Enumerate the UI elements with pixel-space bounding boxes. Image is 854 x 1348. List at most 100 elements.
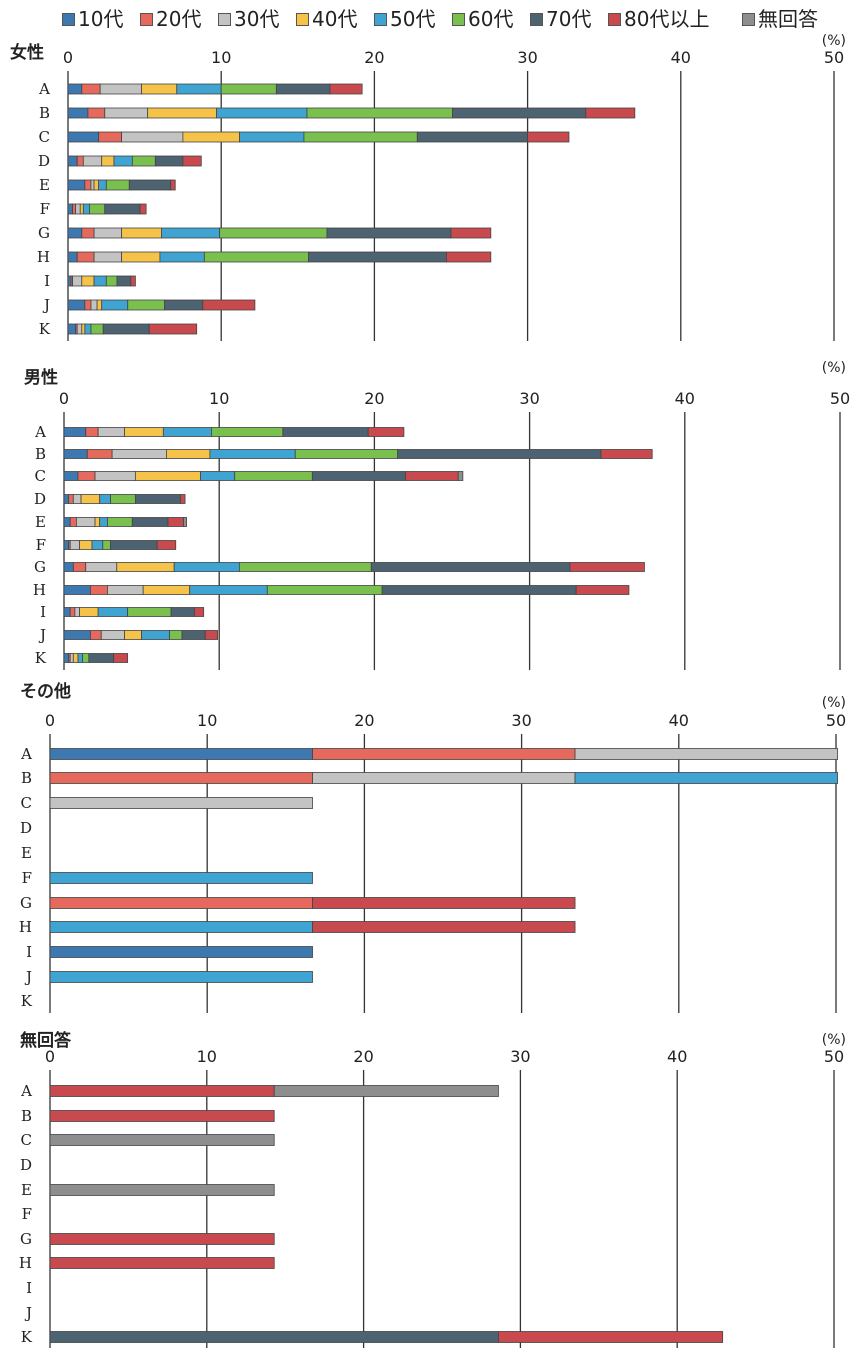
bar-segment bbox=[167, 517, 184, 527]
bar-segment bbox=[76, 323, 83, 335]
legend-label: 50代 bbox=[390, 7, 436, 31]
category-label: H bbox=[19, 1254, 32, 1272]
category-label: B bbox=[21, 769, 32, 787]
bar-segment bbox=[99, 494, 111, 504]
bar-segment bbox=[282, 427, 369, 437]
tick-label: 10 bbox=[197, 1047, 217, 1066]
bar-segment bbox=[49, 872, 313, 884]
bar-segment bbox=[457, 471, 464, 481]
bar-segment bbox=[189, 585, 268, 595]
bar-segment bbox=[63, 540, 70, 550]
tick-label: 30 bbox=[511, 711, 531, 730]
bar-segment bbox=[381, 585, 577, 595]
category-label: E bbox=[21, 844, 32, 862]
bar-segment bbox=[142, 585, 191, 595]
tick-label: 40 bbox=[671, 48, 691, 67]
legend-label: 60代 bbox=[468, 7, 514, 31]
bar-segment bbox=[89, 203, 106, 215]
category-label: J bbox=[24, 968, 32, 986]
tick-label: 0 bbox=[63, 48, 73, 67]
tick-label: 20 bbox=[354, 711, 374, 730]
bar-segment bbox=[72, 275, 83, 287]
tick-label: 30 bbox=[519, 389, 539, 408]
category-label: B bbox=[35, 445, 46, 463]
bar-segment bbox=[63, 585, 91, 595]
chart-title: 男性 bbox=[24, 367, 58, 388]
bar-segment bbox=[179, 494, 186, 504]
bar-segment bbox=[79, 203, 84, 215]
category-label: K bbox=[39, 320, 51, 338]
tick-label: 20 bbox=[364, 389, 384, 408]
bar-segment bbox=[116, 562, 175, 572]
tick-label: 50 bbox=[824, 48, 844, 67]
bar-segment bbox=[124, 630, 143, 640]
bar-segment bbox=[49, 946, 313, 958]
bar-segment bbox=[452, 107, 587, 119]
bar-segment bbox=[306, 107, 453, 119]
bar-segment bbox=[72, 494, 82, 504]
legend-label: 無回答 bbox=[758, 7, 818, 31]
bar-segment bbox=[273, 1085, 499, 1097]
legend-label: 20代 bbox=[156, 7, 202, 31]
category-label: A bbox=[38, 80, 50, 98]
bar-segment bbox=[312, 921, 576, 933]
bar-segment bbox=[68, 494, 74, 504]
category-label: B bbox=[39, 104, 50, 122]
bar-segment bbox=[97, 607, 129, 617]
bar-segment bbox=[193, 607, 205, 617]
category-label: F bbox=[22, 869, 32, 887]
tick-label: 50 bbox=[824, 1047, 844, 1066]
bar-segment bbox=[127, 299, 165, 311]
bar-segment bbox=[102, 540, 111, 550]
chart-legend: 10代 20代 30代 40代 50代 60代 70代 80代以上 無回答 bbox=[0, 0, 854, 40]
bar-segment bbox=[329, 83, 363, 95]
category-label: C bbox=[39, 128, 50, 146]
bar-segment bbox=[94, 517, 101, 527]
bar-segment bbox=[141, 630, 170, 640]
bar-segment bbox=[49, 1085, 275, 1097]
tick-label: 20 bbox=[353, 1047, 373, 1066]
bar-segment bbox=[79, 607, 99, 617]
bar-segment bbox=[121, 251, 161, 263]
bar-segment bbox=[49, 748, 313, 760]
bar-segment bbox=[69, 540, 80, 550]
tick-label: 10 bbox=[211, 48, 231, 67]
category-label: K bbox=[21, 992, 33, 1010]
bar-segment bbox=[63, 607, 71, 617]
bar-segment bbox=[121, 131, 184, 143]
bar-segment bbox=[239, 131, 305, 143]
bar-segment bbox=[574, 748, 838, 760]
legend-swatch bbox=[296, 13, 309, 26]
bar-segment bbox=[202, 299, 256, 311]
bar-segment bbox=[63, 517, 71, 527]
bar-segment bbox=[88, 653, 115, 663]
bar-segment bbox=[67, 323, 77, 335]
bar-segment bbox=[110, 494, 136, 504]
bar-segment bbox=[67, 299, 86, 311]
bar-segment bbox=[49, 1184, 275, 1196]
bar-segment bbox=[49, 897, 313, 909]
bar-segment bbox=[49, 1110, 275, 1122]
legend-label: 80代以上 bbox=[624, 7, 710, 31]
bar-segment bbox=[131, 517, 169, 527]
bar-segment bbox=[164, 299, 204, 311]
bar-segment bbox=[67, 131, 100, 143]
bar-segment bbox=[67, 155, 78, 167]
bar-segment bbox=[107, 517, 133, 527]
bar-segment bbox=[91, 540, 104, 550]
bar-segment bbox=[49, 921, 313, 933]
bar-segment bbox=[600, 449, 653, 459]
category-label: D bbox=[38, 152, 50, 170]
bar-segment bbox=[113, 653, 129, 663]
bar-segment bbox=[104, 203, 141, 215]
bar-segment bbox=[75, 203, 81, 215]
tick-label: 30 bbox=[517, 48, 537, 67]
tick-label: 20 bbox=[364, 48, 384, 67]
bar-segment bbox=[82, 203, 90, 215]
legend-label: 70代 bbox=[546, 7, 592, 31]
bar-segment bbox=[128, 179, 172, 191]
bar-segment bbox=[397, 449, 602, 459]
legend-swatch bbox=[452, 13, 465, 26]
bar-segment bbox=[93, 275, 107, 287]
